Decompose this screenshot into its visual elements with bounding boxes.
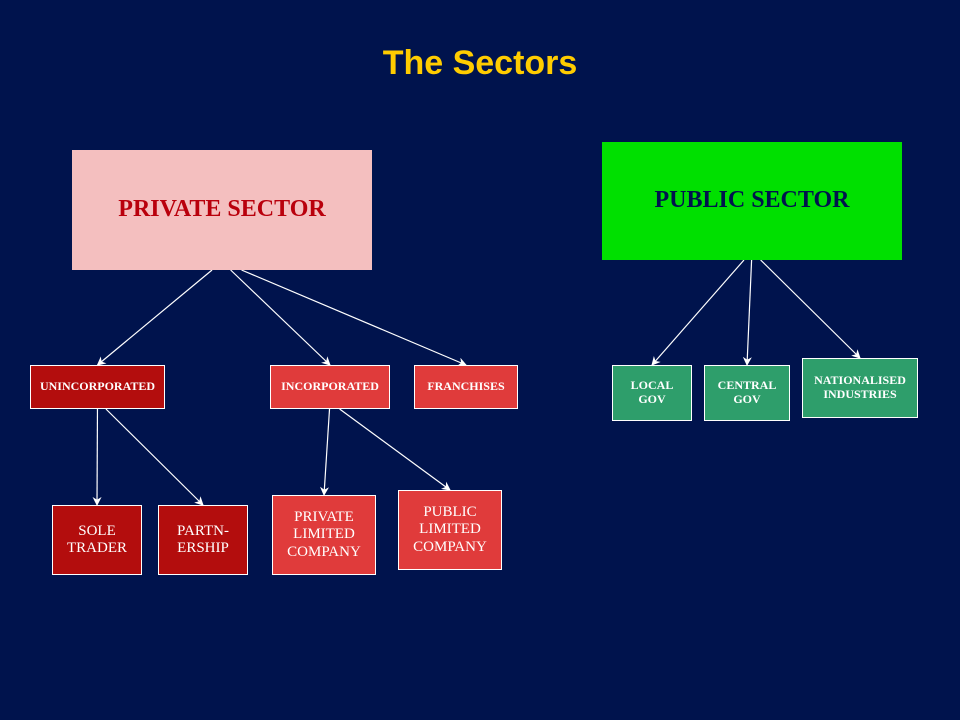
edge-private-sector-to-franchises [242, 270, 466, 365]
node-unincorporated: UNINCORPORATED [30, 365, 165, 409]
node-partnership: PARTN- ERSHIP [158, 505, 248, 575]
edge-incorporated-to-private-ltd [324, 409, 330, 495]
edge-private-sector-to-unincorporated [98, 270, 213, 365]
node-sole-trader: SOLE TRADER [52, 505, 142, 575]
node-public-ltd: PUBLIC LIMITED COMPANY [398, 490, 502, 570]
diagram-stage: The Sectors PRIVATE SECTOR PUBLIC SECTOR U… [0, 0, 960, 720]
node-public-sector: PUBLIC SECTOR [602, 142, 902, 260]
slide-title: The Sectors [0, 44, 960, 83]
node-nationalised: NATIONALISED INDUSTRIES [802, 358, 918, 418]
edge-unincorporated-to-partnership [106, 409, 203, 505]
edge-incorporated-to-public-ltd [340, 409, 450, 490]
node-incorporated: INCORPORATED [270, 365, 390, 409]
edge-public-sector-to-nationalised [761, 260, 860, 358]
edge-public-sector-to-local-gov [652, 260, 744, 365]
edge-private-sector-to-incorporated [231, 270, 330, 365]
node-private-ltd: PRIVATE LIMITED COMPANY [272, 495, 376, 575]
node-local-gov: LOCAL GOV [612, 365, 692, 421]
node-franchises: FRANCHISES [414, 365, 518, 409]
node-central-gov: CENTRAL GOV [704, 365, 790, 421]
node-private-sector: PRIVATE SECTOR [72, 150, 372, 270]
edge-public-sector-to-central-gov [747, 260, 752, 365]
